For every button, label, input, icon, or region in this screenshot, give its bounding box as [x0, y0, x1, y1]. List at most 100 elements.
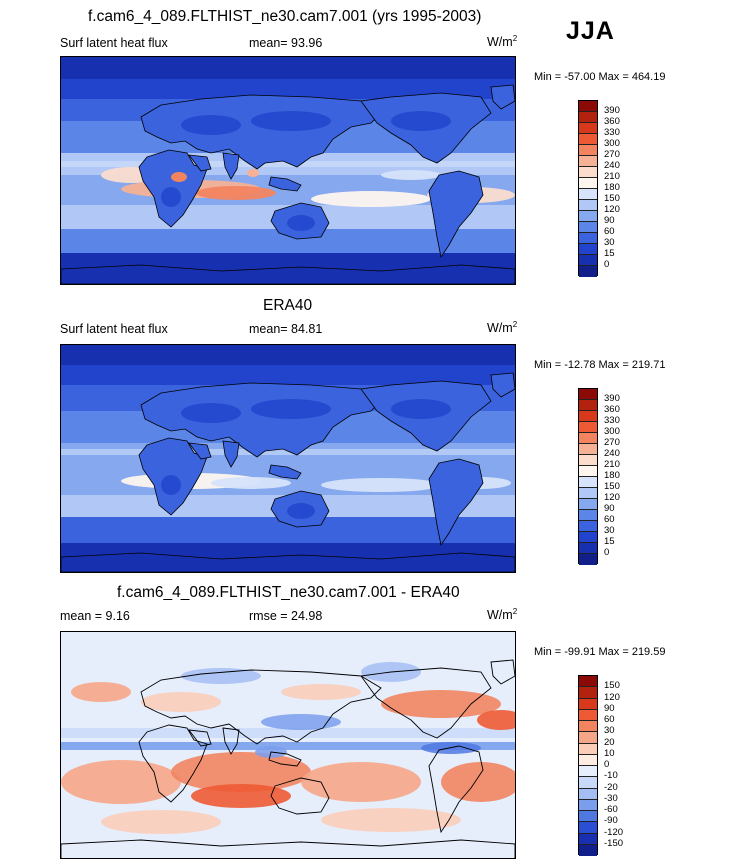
colorbar-tick-label: 30 — [604, 237, 615, 248]
colorbar-swatch — [579, 134, 597, 145]
panel3-units: W/m2 — [487, 607, 518, 623]
colorbar-swatch — [579, 788, 597, 800]
colorbar-swatch — [579, 112, 597, 123]
colorbar-tick-label: -90 — [604, 815, 618, 827]
colorbar-tick-label: -10 — [604, 770, 618, 782]
colorbar-tick-label: 30 — [604, 525, 615, 536]
panel2-units: W/m2 — [487, 320, 518, 336]
panel1-units: W/m2 — [487, 34, 518, 50]
season-label: JJA — [566, 17, 615, 45]
colorbar-swatch — [579, 687, 597, 699]
panel3-title: f.cam6_4_089.FLTHIST_ne30.cam7.001 - ERA… — [117, 584, 460, 601]
colorbar-swatch — [579, 244, 597, 255]
colorbar-swatch — [579, 255, 597, 266]
colorbar-tick-label: 240 — [604, 160, 620, 171]
colorbar-tick-label: 330 — [604, 127, 620, 138]
colorbar-tick-label: 10 — [604, 747, 615, 759]
panel2-mean: mean= 84.81 — [249, 322, 323, 336]
colorbar-swatch — [579, 145, 597, 156]
colorbar-swatch — [579, 766, 597, 778]
colorbar-swatch — [579, 488, 597, 499]
colorbar-swatch — [579, 389, 597, 400]
panel3-mean: mean = 9.16 — [60, 609, 130, 623]
colorbar-tick-label: 120 — [604, 492, 620, 503]
colorbar-tick-label: 60 — [604, 514, 615, 525]
colorbar-tick-label: 210 — [604, 459, 620, 470]
colorbar-swatch — [579, 433, 597, 444]
panel2-title: ERA40 — [263, 297, 313, 314]
colorbar-tick-label: 15 — [604, 536, 615, 547]
colorbar-swatch — [579, 499, 597, 510]
colorbar-swatch — [579, 167, 597, 178]
panel2-minmax: Min = -12.78 Max = 219.71 — [534, 359, 666, 371]
colorbar-swatch — [579, 822, 597, 834]
colorbar-tick-label: 240 — [604, 448, 620, 459]
panel1-model-map — [60, 56, 516, 285]
colorbar-swatch — [579, 411, 597, 422]
colorbar-tick-label: 180 — [604, 470, 620, 481]
colorbar-tick-label: 270 — [604, 437, 620, 448]
colorbar-swatch — [579, 123, 597, 134]
colorbar-swatch — [579, 233, 597, 244]
colorbar-swatch — [579, 222, 597, 233]
colorbar-tick-label: 90 — [604, 702, 615, 714]
colorbar-tick-label: 0 — [604, 759, 610, 770]
panel1-mean: mean= 93.96 — [249, 36, 323, 50]
colorbar-tick-label: -20 — [604, 781, 618, 793]
colorbar-tick-label: 270 — [604, 149, 620, 160]
panel2-field-label: Surf latent heat flux — [60, 322, 168, 336]
colorbar-tick-label: 150 — [604, 680, 620, 692]
colorbar-swatch — [579, 156, 597, 167]
colorbar-tick-label: 120 — [604, 204, 620, 215]
colorbar-tick-label: 150 — [604, 193, 620, 204]
colorbar-swatch — [579, 101, 597, 112]
colorbar-swatch — [579, 178, 597, 189]
colorbar-tick-label: 300 — [604, 138, 620, 149]
colorbar-tick-label: 15 — [604, 248, 615, 259]
panel3-colorbar — [578, 675, 598, 856]
colorbar-swatch — [579, 532, 597, 543]
colorbar-swatch — [579, 543, 597, 554]
colorbar-tick-label: 120 — [604, 691, 620, 703]
colorbar-swatch — [579, 709, 597, 721]
colorbar-swatch — [579, 844, 597, 856]
colorbar-tick-label: 20 — [604, 736, 615, 748]
panel1-colorbar — [578, 100, 598, 277]
colorbar-tick-label: -120 — [604, 826, 624, 838]
panel2-obs-map — [60, 344, 516, 573]
colorbar-swatch — [579, 422, 597, 433]
colorbar-swatch — [579, 266, 597, 277]
colorbar-swatch — [579, 676, 597, 688]
colorbar-swatch — [579, 811, 597, 823]
colorbar-swatch — [579, 777, 597, 789]
colorbar-swatch — [579, 189, 597, 200]
colorbar-swatch — [579, 554, 597, 565]
colorbar-tick-label: 330 — [604, 415, 620, 426]
colorbar-tick-label: 0 — [604, 259, 610, 270]
colorbar-tick-label: -30 — [604, 792, 618, 804]
colorbar-tick-label: 300 — [604, 426, 620, 437]
colorbar-swatch — [579, 211, 597, 222]
colorbar-swatch — [579, 444, 597, 455]
panel1-minmax: Min = -57.00 Max = 464.19 — [534, 71, 666, 83]
colorbar-tick-label: 360 — [604, 404, 620, 415]
panel1-field-label: Surf latent heat flux — [60, 36, 168, 50]
colorbar-tick-label: 390 — [604, 393, 620, 404]
colorbar-swatch — [579, 521, 597, 532]
colorbar-tick-label: 150 — [604, 481, 620, 492]
colorbar-tick-label: 0 — [604, 547, 610, 558]
colorbar-tick-label: 60 — [604, 714, 615, 725]
colorbar-tick-label: 60 — [604, 226, 615, 237]
colorbar-tick-label: 180 — [604, 182, 620, 193]
colorbar-swatch — [579, 833, 597, 845]
colorbar-tick-label: 90 — [604, 503, 615, 514]
colorbar-tick-label: 90 — [604, 215, 615, 226]
colorbar-swatch — [579, 200, 597, 211]
colorbar-tick-label: -150 — [604, 837, 624, 849]
colorbar-tick-label: 390 — [604, 105, 620, 116]
panel3-rmse: rmse = 24.98 — [249, 609, 323, 623]
colorbar-swatch — [579, 754, 597, 766]
colorbar-swatch — [579, 743, 597, 755]
colorbar-swatch — [579, 721, 597, 733]
colorbar-swatch — [579, 477, 597, 488]
